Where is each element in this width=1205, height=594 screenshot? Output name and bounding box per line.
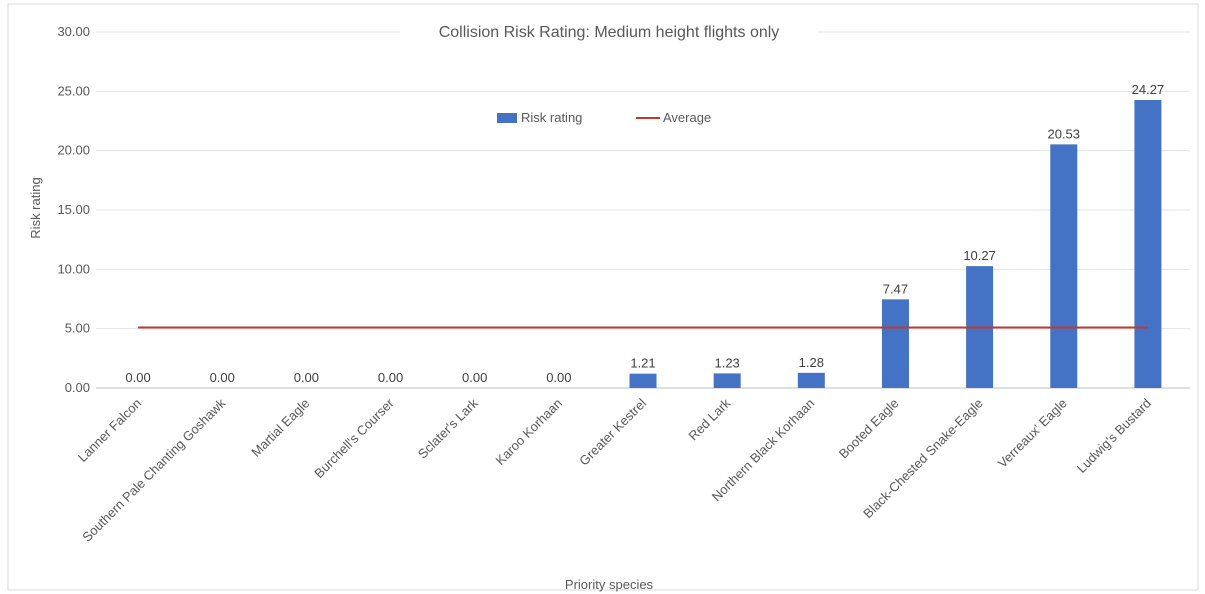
data-label: 0.00 [546,370,571,385]
chart-border [7,3,1199,591]
data-label: 0.00 [210,370,235,385]
data-label: 1.28 [799,355,824,370]
y-tick-label: 30.00 [57,24,90,39]
legend: Risk rating Average [497,110,711,125]
bar [1134,99,1162,388]
data-label: 24.27 [1132,82,1165,97]
x-axis-title: Priority species [565,577,654,592]
data-label: 0.00 [462,370,487,385]
y-tick-label: 25.00 [57,83,90,98]
bar [713,373,741,388]
data-label: 0.00 [378,370,403,385]
data-label: 7.47 [883,281,908,296]
data-label: 10.27 [963,248,996,263]
bar [1050,144,1078,388]
bar [629,373,657,388]
data-label: 1.21 [630,356,655,371]
gridlines [96,31,1190,389]
y-tick-label: 20.00 [57,143,90,158]
data-labels: 0.00 0.00 0.00 0.00 0.00 0.00 1.21 1.23 1.28 7.47… [125,82,1164,385]
legend-swatch-risk-rating [497,113,517,123]
y-axis-title: Risk rating [28,177,43,238]
data-label: 0.00 [125,370,150,385]
chart-title: Collision Risk Rating: Medium height fli… [439,24,780,41]
y-tick-label: 15.00 [57,202,90,217]
y-tick-label: 5.00 [65,321,90,336]
data-label: 20.53 [1047,126,1080,141]
legend-label-average: Average [663,110,711,125]
data-label: 0.00 [294,370,319,385]
legend-label-risk-rating: Risk rating [521,110,582,125]
y-tick-label: 0.00 [65,380,90,395]
chart-title-background [400,18,818,44]
bar [881,299,909,388]
bar [797,372,825,388]
bar-series [629,99,1162,388]
y-tick-label: 10.00 [57,261,90,276]
y-axis-ticks: 0.00 5.00 10.00 15.00 20.00 25.00 30.00 [57,24,90,395]
data-label: 1.23 [714,355,739,370]
